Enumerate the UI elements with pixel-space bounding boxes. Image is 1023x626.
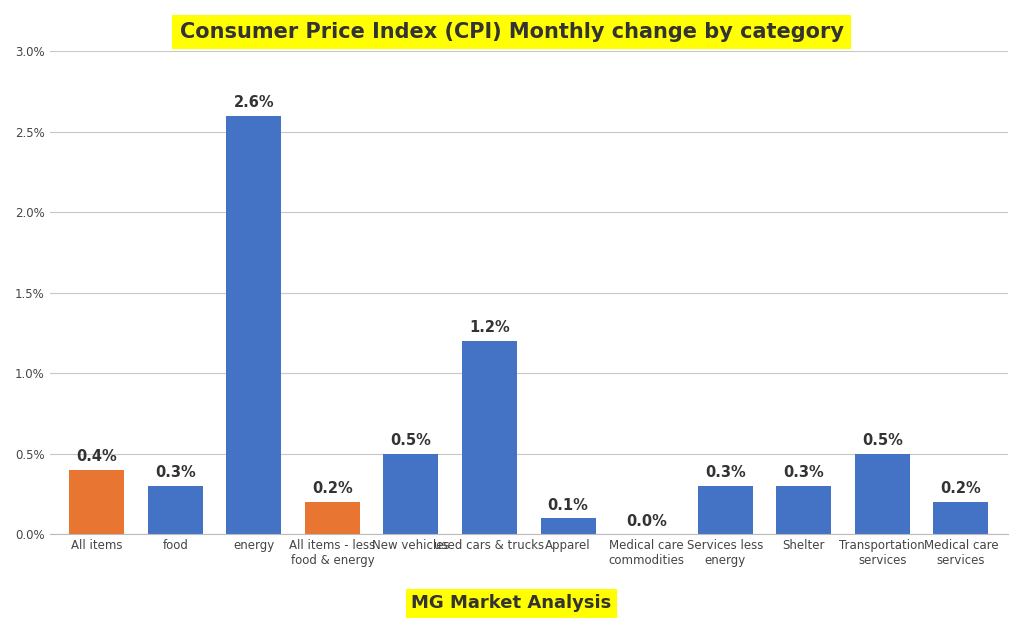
Text: MG Market Analysis: MG Market Analysis xyxy=(411,594,612,612)
Bar xyxy=(698,486,753,535)
Text: 0.3%: 0.3% xyxy=(784,465,825,480)
Text: 2.6%: 2.6% xyxy=(233,95,274,110)
Bar xyxy=(540,518,595,535)
Text: 0.5%: 0.5% xyxy=(391,433,432,448)
Text: 1.2%: 1.2% xyxy=(470,321,509,336)
Bar xyxy=(855,454,909,535)
Text: 0.2%: 0.2% xyxy=(940,481,981,496)
Bar xyxy=(226,116,281,535)
Text: 0.4%: 0.4% xyxy=(77,449,117,464)
Bar xyxy=(384,454,439,535)
Text: 0.2%: 0.2% xyxy=(312,481,353,496)
Text: 0.0%: 0.0% xyxy=(626,514,667,529)
Text: Consumer Price Index (CPI) Monthly change by category: Consumer Price Index (CPI) Monthly chang… xyxy=(179,22,844,42)
Bar xyxy=(305,502,360,535)
Bar xyxy=(462,341,517,535)
Bar xyxy=(70,470,124,535)
Bar xyxy=(933,502,988,535)
Text: 0.5%: 0.5% xyxy=(861,433,902,448)
Text: 0.3%: 0.3% xyxy=(705,465,746,480)
Text: 0.3%: 0.3% xyxy=(154,465,195,480)
Text: 0.1%: 0.1% xyxy=(547,498,588,513)
Bar xyxy=(147,486,203,535)
Bar xyxy=(776,486,832,535)
